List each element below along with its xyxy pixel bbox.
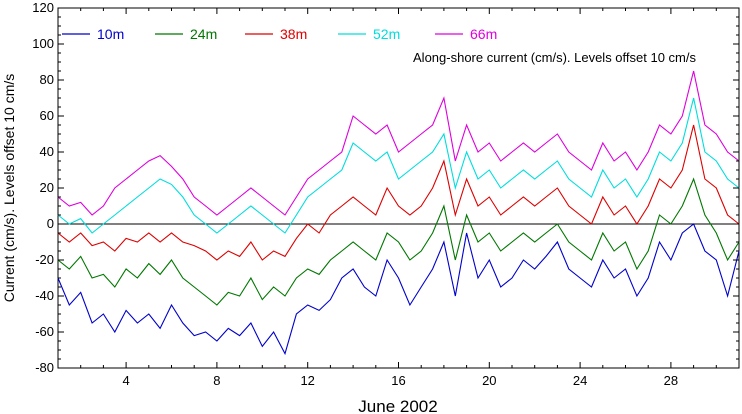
y-tick-label: -20 [35, 252, 54, 267]
chart-annotation: Along-shore current (cm/s). Levels offse… [413, 50, 696, 65]
series-layer [57, 70, 740, 356]
x-tick-label: 12 [300, 373, 314, 388]
series-line-52m [57, 97, 740, 234]
series-line-66m [57, 70, 740, 216]
x-tick-label: 16 [391, 373, 405, 388]
legend: 10m 24m 38m 52m 66m [62, 26, 497, 42]
x-tick-label: 4 [122, 373, 129, 388]
series-line-38m [57, 124, 740, 261]
y-tick-label: 100 [32, 36, 54, 51]
y-tick-label: 60 [40, 108, 54, 123]
y-tick-label: 0 [47, 216, 54, 231]
x-tick-label: 24 [573, 373, 587, 388]
x-tick-label: 8 [213, 373, 220, 388]
legend-label: 10m [97, 26, 124, 42]
legend-label: 38m [280, 26, 307, 42]
y-tick-label: 120 [32, 0, 54, 15]
y-tick-label: 80 [40, 72, 54, 87]
y-tick-label: -60 [35, 324, 54, 339]
x-tick-label: 28 [664, 373, 678, 388]
y-tick-label: 40 [40, 144, 54, 159]
x-axis-title: June 2002 [358, 397, 437, 414]
y-tick-label: 20 [40, 180, 54, 195]
x-axis: 4 8 12 16 20 24 28 [57, 8, 740, 388]
legend-label: 24m [190, 26, 217, 42]
legend-label: 52m [373, 26, 400, 42]
y-axis-title: Current (cm/s). Levels offset 10 cm/s [1, 74, 17, 302]
y-tick-label: -80 [35, 360, 54, 375]
series-line-24m [57, 177, 740, 306]
y-axis: -80 -60 -40 -20 0 20 40 60 80 100 120 [32, 0, 739, 375]
y-tick-label: -40 [35, 288, 54, 303]
x-tick-label: 20 [482, 373, 496, 388]
series-line-10m [57, 223, 740, 356]
legend-label: 66m [470, 26, 497, 42]
